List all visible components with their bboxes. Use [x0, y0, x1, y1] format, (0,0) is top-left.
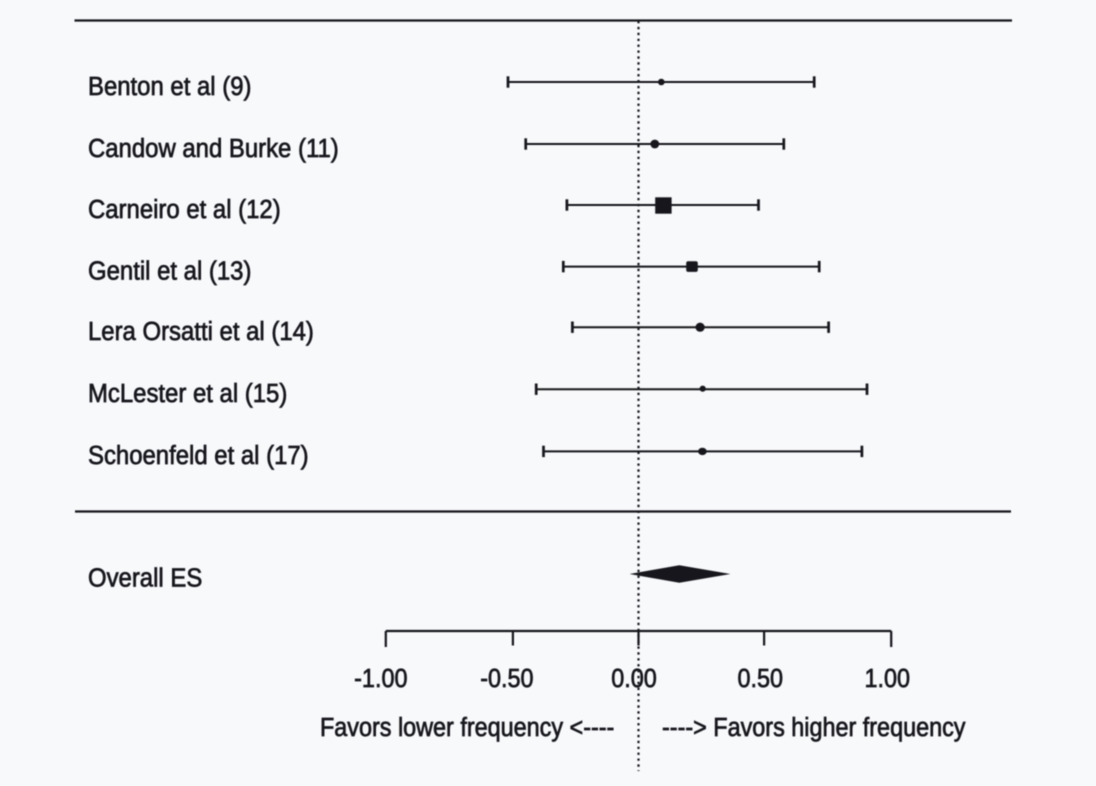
- svg-text:----> Favors higher frequency: ----> Favors higher frequency: [662, 714, 966, 742]
- svg-text:McLester et al (15): McLester et al (15): [88, 379, 287, 408]
- svg-text:Schoenfeld et al (17): Schoenfeld et al (17): [88, 441, 309, 470]
- svg-text:Overall ES: Overall ES: [88, 564, 202, 593]
- svg-text:Candow and Burke (11): Candow and Burke (11): [88, 134, 339, 163]
- svg-text:Carneiro et al (12): Carneiro et al (12): [88, 195, 281, 224]
- svg-text:0.50: 0.50: [738, 665, 784, 693]
- svg-text:0.00: 0.00: [611, 665, 657, 693]
- svg-text:Favors lower frequency <----: Favors lower frequency <----: [320, 714, 614, 742]
- svg-text:-1.00: -1.00: [354, 665, 407, 693]
- svg-text:Benton et al (9): Benton et al (9): [88, 72, 251, 101]
- svg-text:-0.50: -0.50: [480, 665, 533, 693]
- svg-text:1.00: 1.00: [865, 665, 911, 693]
- svg-text:Gentil et al (13): Gentil et al (13): [88, 257, 251, 286]
- svg-text:Lera Orsatti et al (14): Lera Orsatti et al (14): [88, 317, 314, 346]
